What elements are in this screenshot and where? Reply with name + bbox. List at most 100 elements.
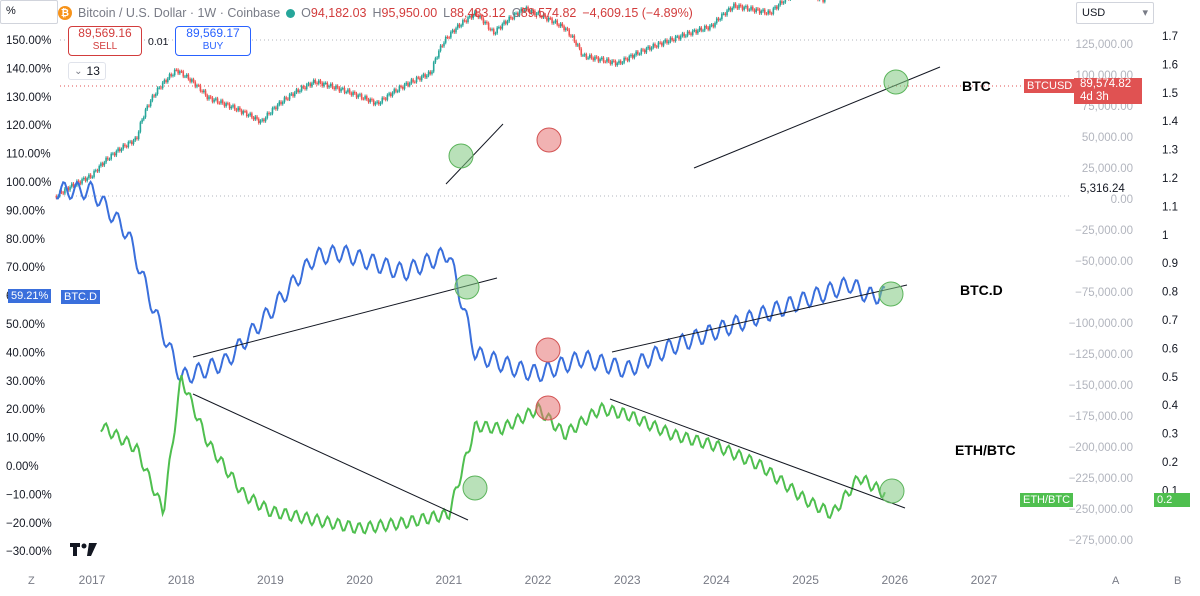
btc-candle-body (206, 95, 209, 100)
btc-candle-body (463, 20, 466, 22)
btc-candle-body (782, 2, 785, 4)
btc-candle-body (628, 56, 631, 61)
btc-candle-body (563, 26, 565, 31)
btc-candle-body (91, 176, 94, 178)
btc-candle-body (654, 44, 656, 47)
price-axis-tick: −250,000.00 (1069, 504, 1133, 516)
btc-candle-body (201, 90, 203, 92)
btc-candle-body (144, 109, 147, 118)
btc-candle-body (491, 29, 493, 31)
btc-candle-body (70, 183, 73, 187)
zoom-button[interactable]: Z (28, 575, 35, 587)
btc-candle-body (151, 95, 154, 101)
btc-candle-body (350, 93, 353, 96)
btc-candle-body (93, 170, 95, 177)
btc-candle-body (724, 13, 727, 16)
btc-candle-body (535, 13, 538, 16)
btc-candle-body (453, 30, 456, 33)
btc-candle-body (630, 54, 632, 57)
left-axis-tick: 90.00% (6, 205, 45, 217)
btc-candle-body (419, 77, 421, 81)
btc-candle-body (227, 103, 229, 105)
btc-candle-body (604, 61, 607, 63)
btc-candle-body (765, 13, 768, 15)
tradingview-logo (70, 541, 98, 562)
btc-candle-body (196, 85, 198, 87)
right-axis-tick: 1.7 (1162, 31, 1178, 43)
currency-select[interactable]: USD ▾ (1076, 2, 1154, 24)
btc-candle-body (640, 49, 643, 55)
btc-candle-body (727, 8, 730, 11)
btc-candle-body (353, 91, 356, 94)
left-axis-tick: 130.00% (6, 92, 51, 104)
btc-candle-body (118, 148, 121, 152)
buy-button[interactable]: 89,569.17 BUY (175, 26, 251, 56)
spread-value: 0.01 (148, 36, 169, 48)
btc-candle-body (592, 58, 595, 61)
btc-candle-body (208, 96, 210, 100)
low-value: 88,483.12 (450, 6, 506, 20)
btc-candle-body (311, 83, 313, 87)
indicators-count: 13 (86, 64, 100, 78)
buy-signal-marker (878, 281, 904, 307)
btc-candle-body (86, 178, 88, 181)
btc-candle-body (420, 76, 423, 81)
btc-candle-body (240, 110, 243, 114)
btc-candle-body (187, 74, 190, 80)
btc-label: BTC (962, 78, 991, 94)
ethbtc-value-tag: 0.2 (1154, 493, 1190, 507)
btc-candle-body (499, 27, 502, 29)
market-open-icon (286, 8, 296, 18)
btc-candle-body (770, 13, 773, 15)
btc-candle-body (731, 7, 733, 11)
btc-candle-body (268, 112, 270, 114)
btc-candle-body (436, 57, 438, 59)
btc-candle-body (101, 163, 104, 166)
buy-signal-marker (879, 478, 905, 504)
btc-candle-body (467, 17, 469, 23)
btc-candle-body (276, 104, 279, 110)
btc-candle-body (523, 9, 526, 12)
btc-candle-body (714, 23, 716, 27)
btc-candle-body (642, 49, 644, 51)
btc-candle-body (607, 58, 610, 62)
log-scale-button[interactable]: B (1174, 575, 1182, 587)
btc-candle-body (245, 111, 248, 117)
btc-candle-body (527, 7, 529, 11)
btc-candle-body (661, 42, 663, 46)
btc-candle-body (576, 44, 579, 46)
btc-candle-body (733, 3, 735, 8)
btc-candle-body (614, 61, 617, 66)
btc-candle-body (678, 36, 680, 40)
btc-candle-body (450, 31, 452, 38)
symbol-title[interactable]: Bitcoin / U.S. Dollar · 1W · Coinbase (78, 6, 281, 20)
btc-candle-body (564, 28, 567, 31)
btc-candle-body (348, 89, 351, 94)
btc-candle-body (758, 9, 761, 14)
btc-candle-body (309, 83, 311, 87)
btc-candle-body (305, 84, 308, 89)
btc-candle-body (528, 10, 531, 14)
btc-candle-body (726, 10, 728, 16)
btc-candle-body (566, 28, 569, 30)
btc-candle-body (462, 20, 464, 26)
btc-candle-body (175, 69, 178, 71)
sell-button[interactable]: 89,569.16 SELL (68, 26, 142, 56)
btc-candle-body (237, 107, 239, 111)
btc-candle-body (254, 116, 257, 120)
auto-scale-button[interactable]: A (1112, 575, 1120, 587)
indicators-collapse-button[interactable]: ⌄ 13 (68, 62, 106, 80)
btc-candle-body (281, 102, 284, 105)
btc-candle-body (153, 95, 155, 97)
price-axis-tick: −125,000.00 (1069, 349, 1133, 361)
btc-candle-body (774, 6, 776, 9)
btc-candle-body (530, 9, 533, 14)
btc-candle-body (546, 17, 548, 21)
percent-scale-toggle[interactable]: % (0, 0, 58, 24)
btc-candle-body (156, 87, 159, 95)
ethbtc-label: ETH/BTC (955, 442, 1016, 458)
currency-value: USD (1082, 7, 1106, 19)
btc-candle-body (784, 0, 787, 3)
btc-candle-body (192, 79, 195, 82)
